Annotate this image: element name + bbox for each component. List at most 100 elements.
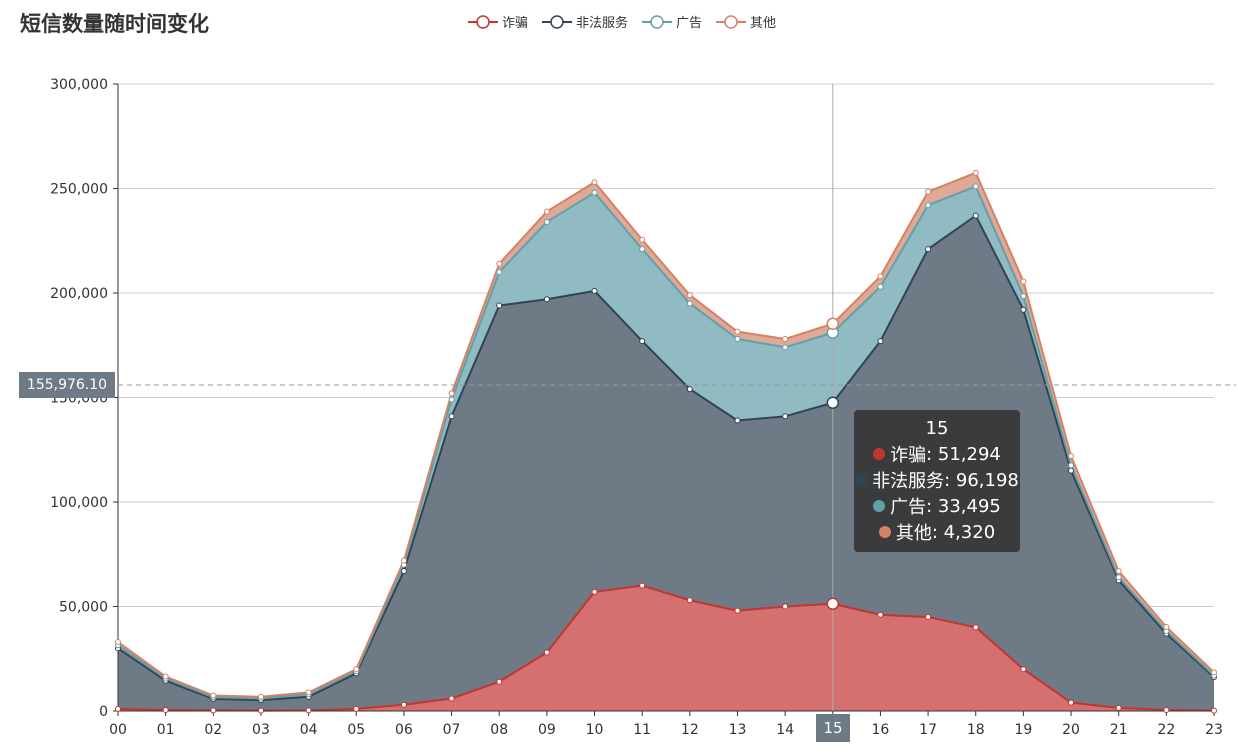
legend-item-other[interactable]: 其他	[716, 12, 776, 31]
data-point[interactable]	[448, 396, 455, 403]
data-point[interactable]	[1115, 567, 1122, 574]
data-point[interactable]	[448, 695, 455, 702]
data-point[interactable]	[1068, 699, 1075, 706]
legend-marker-fraud	[468, 14, 498, 29]
data-point[interactable]	[400, 567, 407, 574]
legend-label-ad: 广告	[676, 16, 703, 31]
data-point[interactable]	[925, 246, 932, 253]
data-point[interactable]	[591, 179, 598, 186]
data-point[interactable]	[734, 607, 741, 614]
data-point[interactable]	[305, 689, 312, 696]
tooltip-dot-fraud	[873, 448, 886, 460]
x-tick-label: 19	[1014, 722, 1032, 738]
legend-label-illegal: 非法服务	[576, 16, 629, 31]
data-point[interactable]	[877, 283, 884, 290]
x-tick-label: 10	[586, 722, 604, 738]
data-point[interactable]	[782, 344, 789, 351]
data-point[interactable]	[543, 218, 550, 225]
data-point[interactable]	[591, 588, 598, 595]
data-point[interactable]	[686, 300, 693, 307]
data-point[interactable]	[496, 678, 503, 685]
data-point[interactable]	[1020, 278, 1027, 285]
data-point[interactable]	[115, 705, 121, 712]
data-point[interactable]	[925, 202, 932, 209]
x-tick-label: 12	[681, 722, 699, 738]
data-point[interactable]	[1020, 293, 1027, 300]
tooltip-name-ad: 广告	[890, 497, 927, 518]
data-point[interactable]	[353, 666, 360, 673]
data-point[interactable]	[686, 386, 693, 393]
data-point[interactable]	[353, 705, 360, 712]
data-point[interactable]	[877, 611, 884, 618]
data-point[interactable]	[210, 692, 217, 699]
data-point[interactable]	[162, 706, 169, 713]
data-point[interactable]	[782, 413, 789, 420]
data-point[interactable]	[972, 212, 979, 219]
data-point[interactable]	[925, 613, 932, 620]
legend-item-ad[interactable]: 广告	[642, 12, 702, 31]
data-point[interactable]	[162, 673, 169, 680]
data-point[interactable]	[591, 189, 598, 196]
tooltip-value-other: 4,320	[943, 521, 996, 543]
data-point[interactable]	[782, 603, 789, 610]
data-point[interactable]	[686, 292, 693, 299]
data-point[interactable]	[400, 701, 407, 708]
data-point[interactable]	[639, 246, 646, 253]
data-point[interactable]	[1163, 623, 1170, 630]
data-point[interactable]	[496, 302, 503, 309]
data-point[interactable]	[826, 317, 840, 330]
data-point[interactable]	[1068, 453, 1075, 460]
x-tick-label: 22	[1157, 722, 1175, 738]
data-point[interactable]	[257, 707, 264, 714]
tooltip-row-fraud: 诈骗: 51,294	[854, 441, 1020, 467]
data-point[interactable]	[1068, 462, 1075, 469]
data-point[interactable]	[1211, 707, 1217, 714]
data-point[interactable]	[639, 582, 646, 589]
x-tick-label: 21	[1110, 722, 1128, 738]
data-point[interactable]	[543, 649, 550, 656]
data-point[interactable]	[734, 417, 741, 424]
data-point[interactable]	[591, 287, 598, 294]
data-point[interactable]	[972, 183, 979, 190]
area-2	[118, 186, 1214, 701]
data-point[interactable]	[1020, 306, 1027, 313]
data-point[interactable]	[972, 624, 979, 631]
data-point[interactable]	[257, 693, 264, 700]
data-point[interactable]	[543, 208, 550, 215]
data-point[interactable]	[925, 188, 932, 195]
data-point[interactable]	[496, 260, 503, 267]
data-point[interactable]	[1115, 704, 1122, 711]
data-point[interactable]	[639, 338, 646, 345]
data-point[interactable]	[210, 707, 217, 714]
x-tick-label: 02	[204, 722, 222, 738]
tooltip-value-fraud: 51,294	[937, 443, 1001, 465]
data-point[interactable]	[1163, 706, 1170, 713]
data-point[interactable]	[305, 707, 312, 714]
data-point[interactable]	[734, 335, 741, 342]
data-point[interactable]	[877, 273, 884, 280]
data-point[interactable]	[972, 169, 979, 176]
data-point[interactable]	[639, 236, 646, 243]
data-point[interactable]	[734, 328, 741, 335]
data-point[interactable]	[448, 413, 455, 420]
tooltip-dot-ad	[873, 500, 886, 512]
data-point[interactable]	[826, 396, 840, 409]
x-tick-label: 11	[633, 722, 651, 738]
data-point[interactable]	[686, 597, 693, 604]
data-point[interactable]	[115, 639, 121, 646]
legend-item-illegal[interactable]: 非法服务	[542, 12, 628, 31]
data-point[interactable]	[782, 335, 789, 342]
data-point[interactable]	[496, 269, 503, 276]
data-point[interactable]	[448, 390, 455, 397]
legend-label-fraud: 诈骗	[502, 16, 529, 31]
data-point[interactable]	[1068, 467, 1075, 474]
data-point[interactable]	[1211, 669, 1217, 676]
legend-item-fraud[interactable]: 诈骗	[468, 12, 528, 31]
data-point[interactable]	[1115, 574, 1122, 581]
data-point[interactable]	[400, 557, 407, 564]
data-point[interactable]	[1020, 666, 1027, 673]
data-point[interactable]	[543, 296, 550, 303]
data-point[interactable]	[826, 597, 840, 611]
data-point[interactable]	[877, 338, 884, 345]
